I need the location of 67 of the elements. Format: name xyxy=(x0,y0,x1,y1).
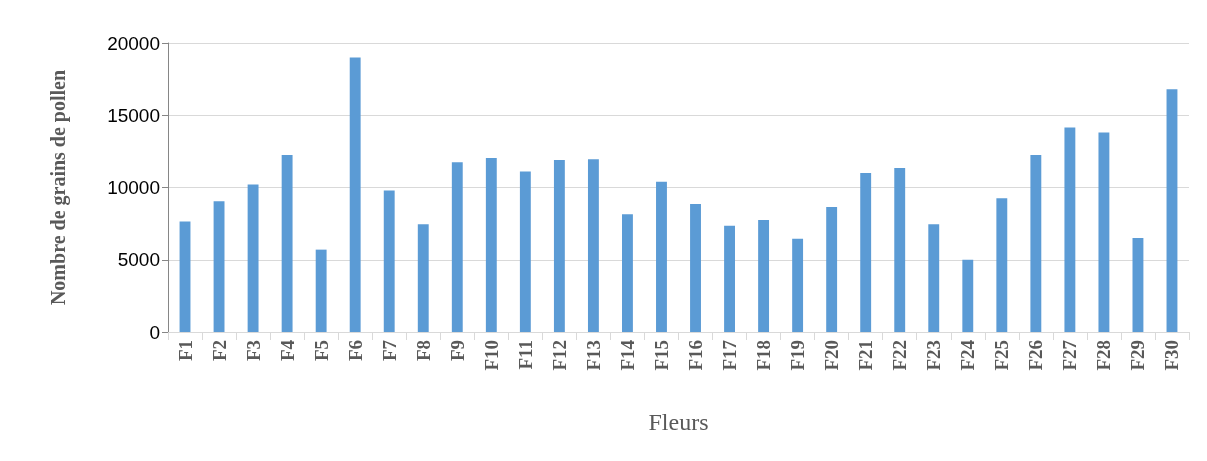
x-tick-label: F29 xyxy=(1127,340,1149,371)
bar xyxy=(213,201,225,332)
bar xyxy=(758,220,770,332)
y-tick-label: 20000 xyxy=(107,32,160,54)
x-tick-label: F23 xyxy=(923,340,945,371)
bar xyxy=(179,221,191,332)
bar xyxy=(281,154,293,332)
bar xyxy=(1030,154,1042,332)
bar xyxy=(656,181,667,332)
x-tick-label: F7 xyxy=(378,339,400,362)
x-tick-label: F25 xyxy=(991,340,1013,371)
bar xyxy=(349,57,361,332)
bar xyxy=(928,224,940,332)
bar xyxy=(996,198,1008,332)
x-tick-label: F30 xyxy=(1161,340,1183,371)
bar xyxy=(553,160,565,332)
y-tick-label: 0 xyxy=(149,321,160,343)
y-tick-label: 10000 xyxy=(107,177,160,198)
x-tick-label: F18 xyxy=(753,340,775,371)
bar xyxy=(894,167,906,332)
x-tick-label: F1 xyxy=(174,340,196,362)
x-tick-label: F27 xyxy=(1059,339,1081,371)
bar xyxy=(792,238,804,332)
y-tick-label: 5000 xyxy=(117,249,160,271)
x-tick-label: F28 xyxy=(1093,340,1115,371)
bar xyxy=(451,162,463,332)
x-tick-label: F8 xyxy=(412,340,434,362)
bar xyxy=(383,190,395,332)
y-tick-label: 15000 xyxy=(107,104,160,126)
x-tick-label: F11 xyxy=(514,340,536,370)
x-tick-label: F21 xyxy=(855,340,877,371)
bar xyxy=(417,224,429,332)
bar xyxy=(962,259,974,332)
bar xyxy=(1064,127,1076,332)
x-tick-label: F12 xyxy=(548,340,570,371)
bar xyxy=(690,204,701,332)
x-tick-label: F17 xyxy=(719,339,741,371)
x-tick-label: F4 xyxy=(276,339,298,362)
bar xyxy=(622,214,633,332)
x-tick-label: F5 xyxy=(310,340,332,362)
bar xyxy=(587,159,599,332)
x-tick-label: F14 xyxy=(616,339,638,371)
bar xyxy=(724,225,735,332)
y-axis-title: Nombre de grains de pollen xyxy=(47,69,70,306)
x-tick-label: F20 xyxy=(821,340,843,371)
x-tick-label: F19 xyxy=(787,340,809,371)
x-tick-label: F16 xyxy=(685,340,707,371)
bar xyxy=(826,207,838,332)
bar xyxy=(1166,89,1178,332)
x-tick-label: F9 xyxy=(446,340,468,362)
x-axis-title: Fleurs xyxy=(648,409,709,435)
bar xyxy=(1132,238,1144,332)
x-tick-label: F24 xyxy=(957,339,979,371)
bar xyxy=(247,184,259,332)
x-tick-label: F22 xyxy=(889,340,911,371)
x-tick-label: F6 xyxy=(344,340,366,362)
bar xyxy=(519,171,531,332)
bar xyxy=(485,157,497,332)
bar xyxy=(1098,132,1110,332)
x-tick-label: F2 xyxy=(208,340,230,362)
x-tick-label: F26 xyxy=(1025,340,1047,371)
x-tick-label: F10 xyxy=(480,340,502,371)
bar xyxy=(860,173,872,332)
bar xyxy=(315,249,327,332)
x-tick-label: F15 xyxy=(650,340,672,371)
x-tick-label: F3 xyxy=(242,340,264,362)
x-tick-label: F13 xyxy=(582,340,604,371)
